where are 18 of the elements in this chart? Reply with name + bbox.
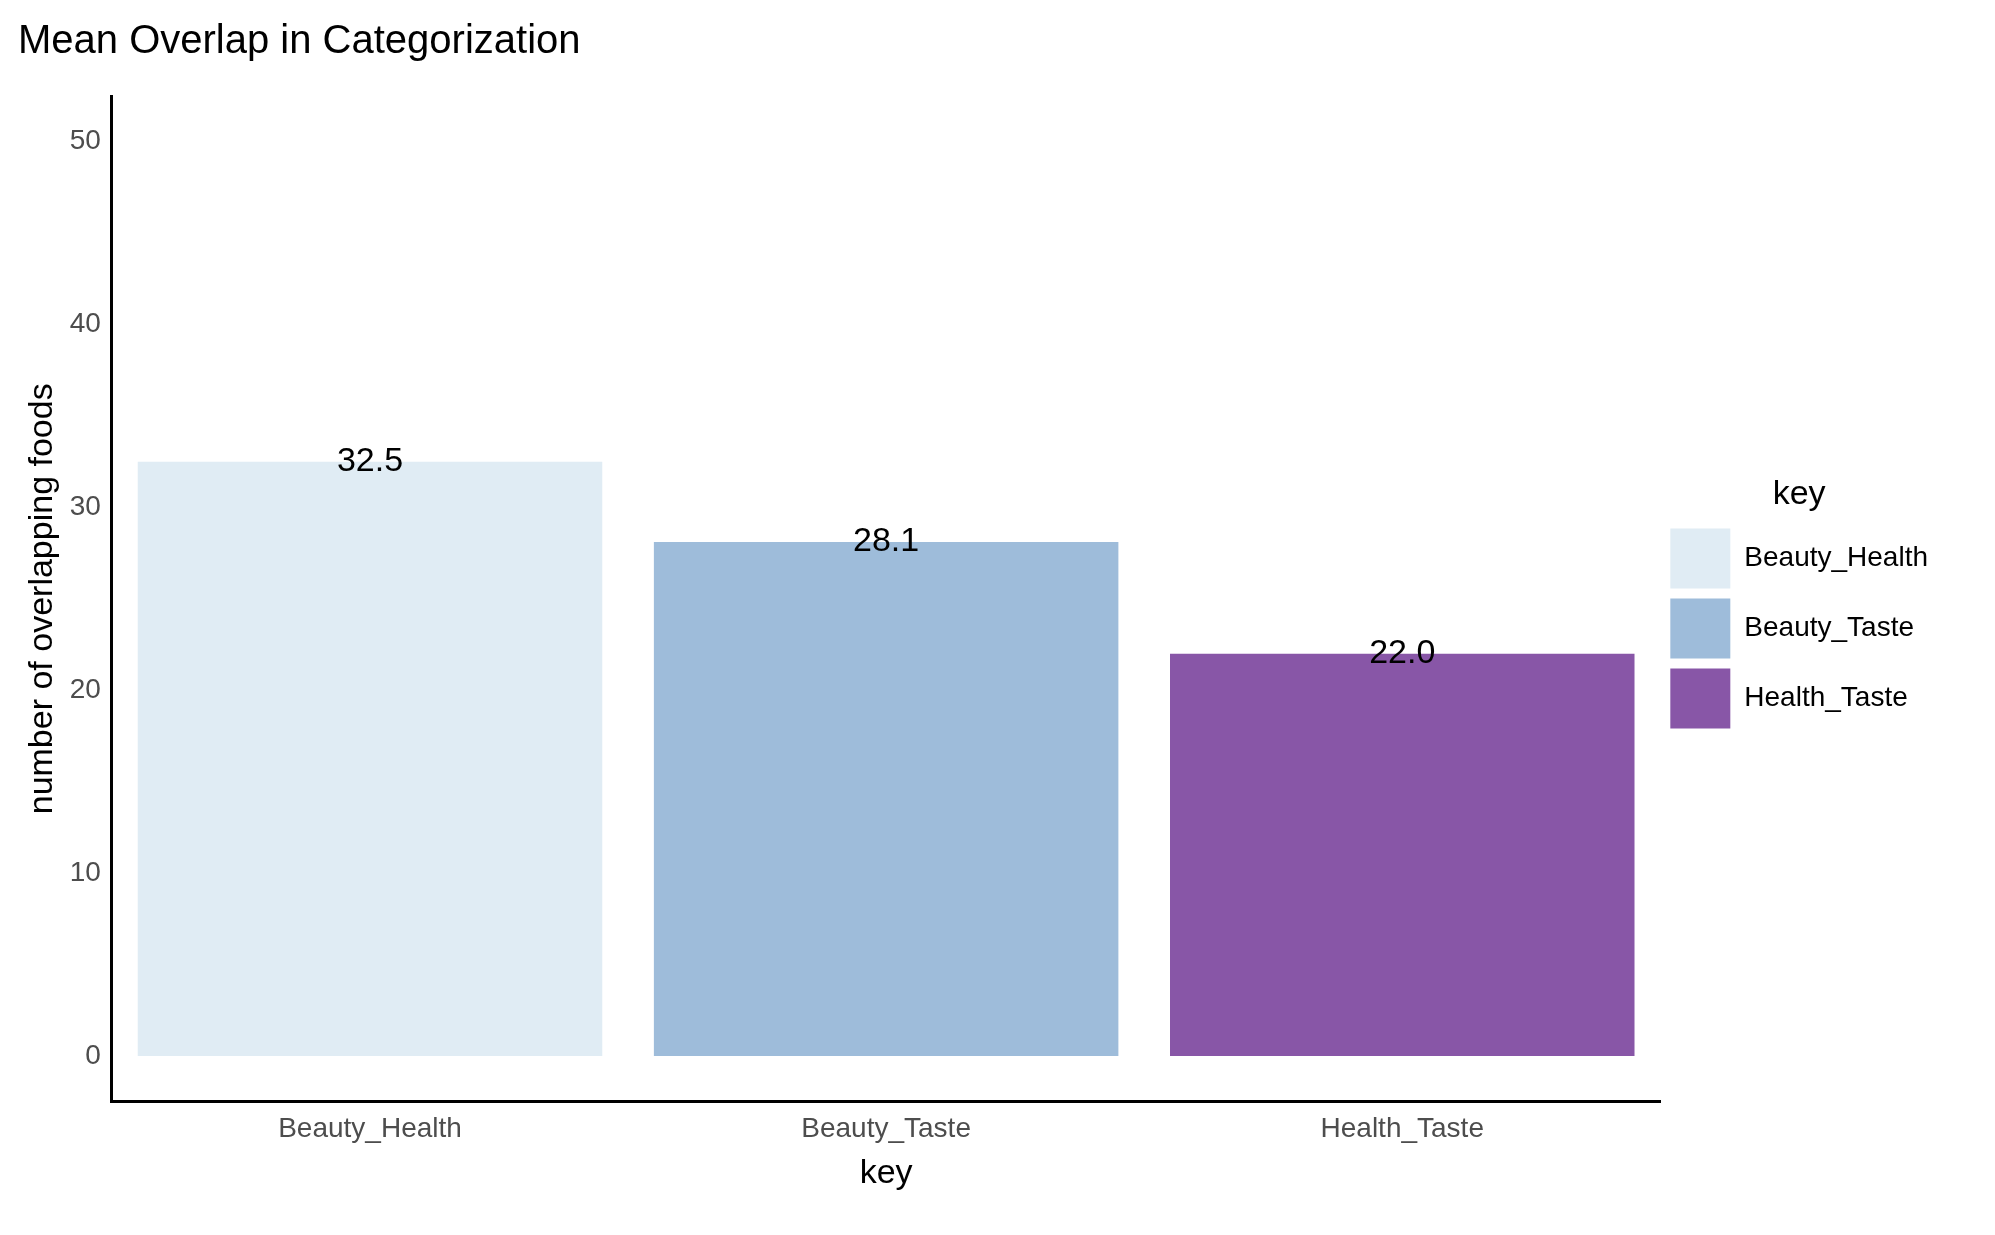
legend-title: key [1772, 472, 1826, 511]
y-axis-title: number of overlapping foods [20, 383, 59, 815]
y-tick-label: 0 [85, 1038, 101, 1070]
y-tick-label: 10 [69, 855, 101, 887]
y-tick-label: 20 [69, 672, 101, 704]
legend-label: Health_Taste [1744, 681, 1908, 713]
y-tick-label: 40 [69, 307, 101, 339]
x-tick-label: Beauty_Health [278, 1112, 462, 1144]
x-axis-title: key [859, 1151, 913, 1190]
x-tick-label: Health_Taste [1320, 1112, 1484, 1144]
data-label: 32.5 [336, 440, 404, 479]
data-label: 28.1 [853, 520, 920, 559]
chart-title: Mean Overlap in Categorization [18, 17, 581, 62]
legend-label: Beauty_Taste [1744, 611, 1914, 643]
y-tick-label: 50 [69, 124, 101, 156]
y-tick-label: 30 [69, 490, 101, 522]
legend-label: Beauty_Health [1744, 541, 1929, 573]
x-tick-label: Beauty_Taste [801, 1112, 971, 1144]
